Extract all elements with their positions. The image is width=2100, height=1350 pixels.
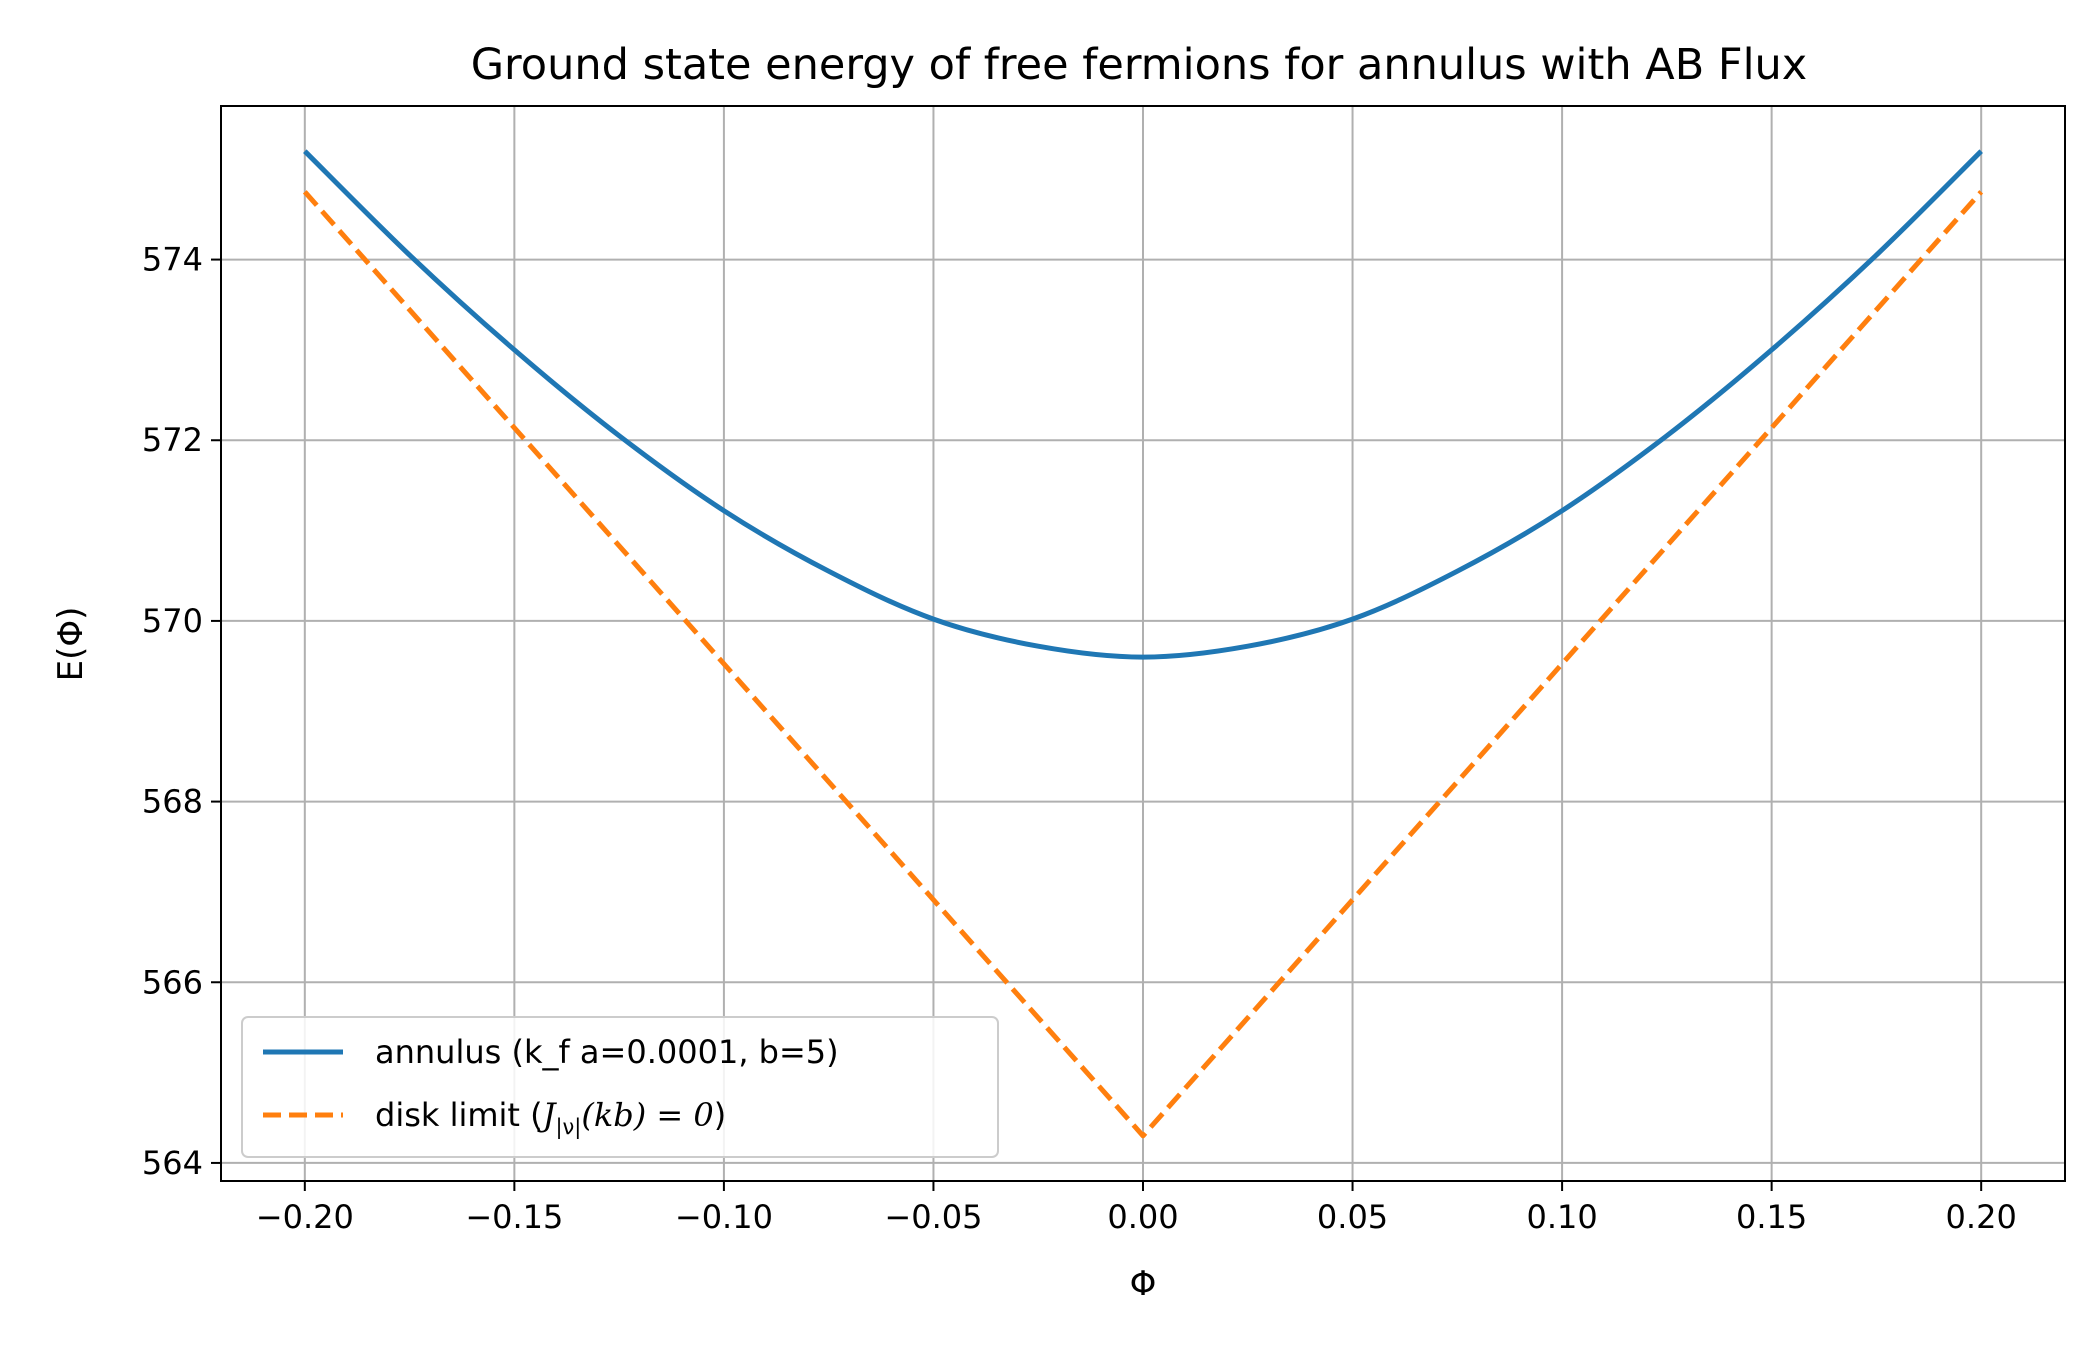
- grid: [221, 106, 2065, 1181]
- x-tick-label: 0.20: [1946, 1198, 2017, 1236]
- x-tick-label: 0.00: [1107, 1198, 1178, 1236]
- y-tick-label: 574: [142, 241, 203, 279]
- legend-annulus-label: annulus (k_f a=0.0001, b=5): [375, 1033, 839, 1071]
- y-tick-label: 570: [142, 602, 203, 640]
- legend-disk-args: (kb) = 0: [581, 1096, 713, 1134]
- legend: annulus (k_f a=0.0001, b=5) disk limit (…: [241, 1016, 999, 1158]
- x-tick-label: 0.15: [1736, 1198, 1807, 1236]
- chart-title: Ground state energy of free fermions for…: [471, 40, 1808, 90]
- y-axis-label: E(Φ): [51, 607, 91, 682]
- x-tick-label: 0.05: [1317, 1198, 1388, 1236]
- disk-limit-series-line: [302, 190, 1984, 1139]
- x-tick-label: −0.15: [465, 1198, 563, 1236]
- legend-disk-J: J: [537, 1096, 558, 1134]
- y-tick-label: 566: [142, 963, 203, 1001]
- y-tick-label: 568: [142, 783, 203, 821]
- x-tick-label: −0.20: [256, 1198, 354, 1236]
- legend-frame: [241, 1016, 999, 1158]
- x-axis-label: Φ: [1130, 1264, 1157, 1304]
- series-layer: [302, 149, 1984, 1139]
- legend-disk-suffix: ): [714, 1096, 726, 1134]
- x-tick-label: −0.10: [675, 1198, 773, 1236]
- legend-disk-label: disk limit (J|ν|(kb) = 0): [375, 1096, 726, 1140]
- legend-disk-prefix: disk limit (: [375, 1096, 543, 1134]
- x-axis: −0.20 −0.15 −0.10 −0.05 0.00 0.05 0.10 0.15 0.20: [256, 1181, 2017, 1236]
- x-tick-label: 0.10: [1526, 1198, 1597, 1236]
- annulus-series-line: [303, 149, 1983, 660]
- x-tick-label: −0.05: [884, 1198, 982, 1236]
- y-axis: 564 566 568 570 572 574: [142, 241, 221, 1182]
- legend-disk-sub: |ν|: [555, 1115, 581, 1140]
- y-tick-label: 572: [142, 421, 203, 459]
- y-tick-label: 564: [142, 1144, 203, 1182]
